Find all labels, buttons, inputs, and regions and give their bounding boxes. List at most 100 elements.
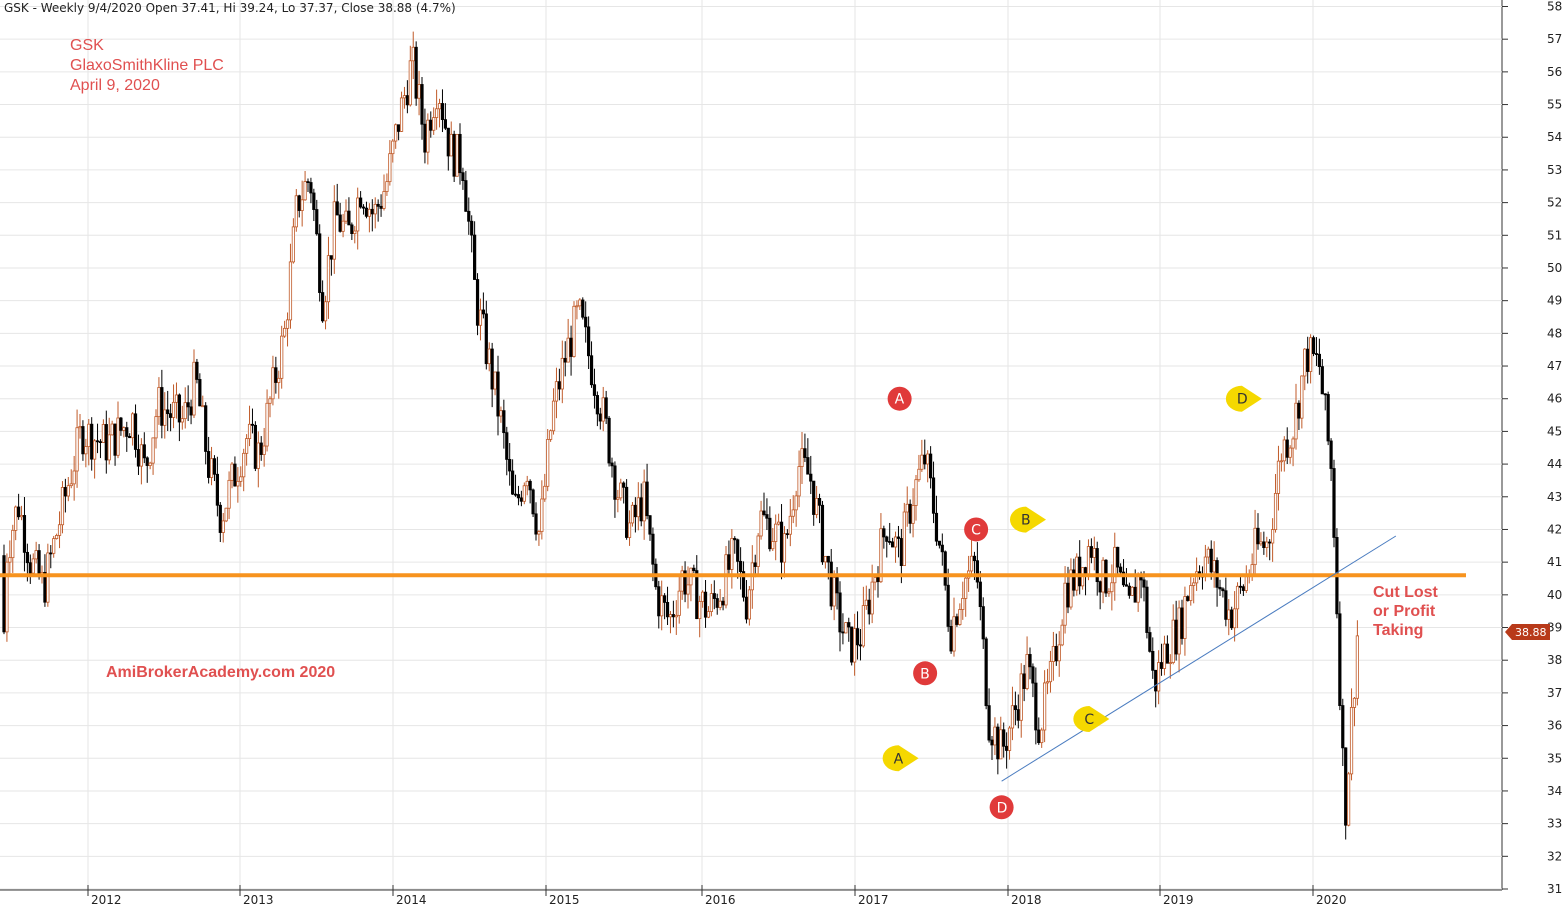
candle-body (1224, 590, 1228, 620)
candle-body (1069, 569, 1073, 608)
candle-body (34, 550, 38, 560)
candle-body (1227, 609, 1231, 620)
yellow-marker (1073, 706, 1110, 733)
candle-body (861, 605, 865, 647)
candle-body (8, 557, 12, 563)
y-tick-label: 48 (1547, 326, 1562, 340)
candle-body (1089, 546, 1093, 558)
candle-body (1195, 571, 1199, 584)
candle-body (663, 595, 667, 603)
candle-body (414, 46, 418, 99)
candle-body (394, 124, 398, 142)
candle-body (847, 622, 851, 628)
candle-body (353, 230, 357, 235)
y-tick-label: 34 (1547, 784, 1562, 798)
candle-body (879, 528, 883, 583)
candle-body (1309, 337, 1313, 372)
y-tick-label: 45 (1547, 424, 1562, 438)
y-tick-label: 38 (1547, 653, 1562, 667)
candle-body (209, 458, 214, 478)
candle-body (782, 533, 787, 563)
candle-body (104, 424, 108, 461)
candle-body (537, 531, 541, 535)
candle-body (1066, 582, 1070, 608)
candle-body (332, 201, 336, 260)
candle-body (1347, 773, 1351, 826)
candle-body (1078, 556, 1082, 587)
candle-body (721, 600, 725, 606)
grid (0, 0, 1502, 890)
candle-body (297, 195, 301, 211)
candle-body (277, 377, 281, 383)
y-tick-label: 58 (1547, 0, 1562, 14)
candle-body (361, 206, 366, 209)
candle-body (528, 480, 532, 491)
candle-body (1110, 582, 1114, 593)
candle-body (1157, 662, 1161, 692)
candle-body (265, 402, 269, 447)
candle-body (1002, 729, 1006, 747)
candle-body (1311, 337, 1316, 354)
candle-body (578, 299, 582, 307)
candle-body (870, 581, 874, 615)
candle-body (823, 555, 827, 563)
candle-body (478, 309, 483, 326)
candle-body (730, 538, 734, 570)
candle-body (207, 451, 211, 478)
candle-body (1288, 447, 1292, 458)
candle-body (110, 423, 114, 436)
candle-body (1271, 529, 1275, 544)
candle-body (736, 539, 740, 562)
candle-body (969, 555, 974, 572)
candle-body (160, 387, 164, 426)
candle-body (581, 299, 585, 318)
candle-body (201, 405, 205, 408)
candle-body (136, 449, 141, 467)
candle-body (616, 497, 620, 500)
candle-body (271, 367, 275, 400)
candle-body (467, 210, 471, 222)
candle-body (1279, 460, 1283, 463)
candle-body (221, 520, 225, 533)
candle-body (835, 577, 839, 594)
candle-body (163, 409, 167, 426)
candle-body (806, 457, 810, 475)
candle-body (470, 220, 474, 236)
candle-body (996, 726, 1000, 760)
y-tick-label: 41 (1547, 555, 1562, 569)
candle-body (648, 515, 652, 535)
y-tick-label: 42 (1547, 522, 1562, 536)
candle-body (1113, 546, 1117, 584)
candle-body (1098, 581, 1102, 593)
candle-body (356, 197, 360, 232)
candle-body (49, 552, 53, 555)
levels (0, 535, 1466, 782)
y-tick-label: 57 (1547, 32, 1562, 46)
candle-body (931, 477, 936, 514)
candle-body (212, 458, 217, 475)
candle-body (543, 485, 547, 500)
candle-body (1235, 585, 1240, 610)
y-tick-label: 31 (1547, 882, 1562, 896)
candle-body (1317, 353, 1321, 368)
candle-body (166, 409, 170, 415)
candle-body (639, 497, 643, 522)
candle-body (46, 552, 50, 603)
candle-body (285, 319, 290, 329)
candle-body (516, 494, 521, 499)
candle-body (1218, 586, 1222, 590)
candle-body (37, 550, 41, 578)
candle-body (2, 555, 6, 633)
yellow-marker-label: A (894, 751, 904, 767)
candle-body (283, 327, 287, 337)
candle-body (449, 133, 453, 157)
candle-body (25, 551, 29, 564)
candle-body (1230, 609, 1234, 629)
yellow-marker (1225, 385, 1262, 412)
candle-body (224, 507, 228, 522)
note-line-3: Taking (1373, 622, 1423, 639)
candle-body (443, 119, 447, 129)
candle-body (744, 596, 749, 620)
y-tick-label: 55 (1547, 98, 1562, 112)
